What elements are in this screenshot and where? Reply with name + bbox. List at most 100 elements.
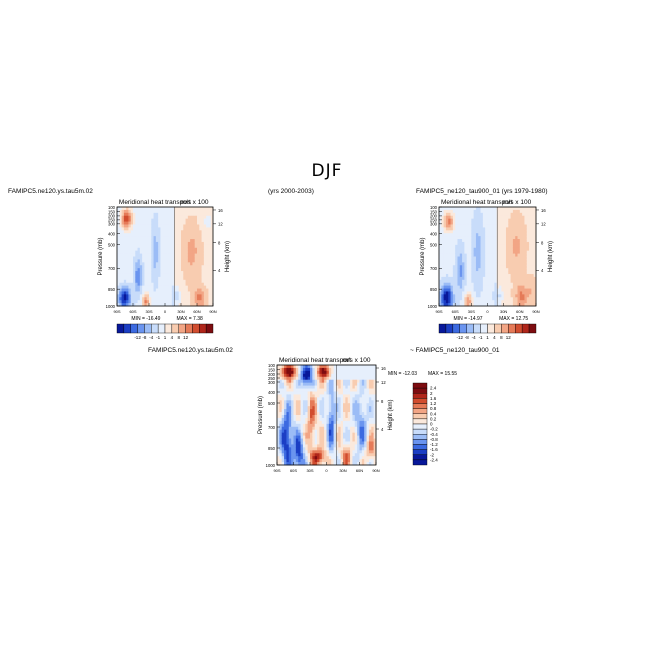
heatmap-cell xyxy=(117,268,120,272)
heatmap-cell xyxy=(194,276,198,281)
heatmap-cell xyxy=(505,227,509,231)
heatmap-cell xyxy=(281,385,285,389)
heatmap-cell xyxy=(475,224,479,228)
heatmap-cell xyxy=(130,259,134,263)
colorbar-swatch xyxy=(412,398,428,404)
heatmap-cell xyxy=(466,297,470,301)
heatmap-cell xyxy=(128,244,132,249)
heatmap-cell xyxy=(123,268,127,272)
heatmap-cell xyxy=(319,426,323,431)
heatmap-cell xyxy=(345,453,349,457)
heatmap-cell xyxy=(448,250,451,254)
heatmap-cell xyxy=(135,218,138,222)
heatmap-cell xyxy=(208,224,212,228)
heatmap-cell xyxy=(364,459,367,463)
heatmap-cell xyxy=(439,273,442,278)
heatmap-cell xyxy=(364,456,367,460)
heatmap-cell xyxy=(171,259,175,263)
heatmap-cell xyxy=(142,215,145,220)
heatmap-cell xyxy=(277,417,280,422)
heatmap-cell xyxy=(489,276,493,281)
heatmap-cell xyxy=(450,221,454,225)
heatmap-cell xyxy=(298,370,301,375)
heatmap-cell xyxy=(501,241,505,246)
heatmap-cell xyxy=(121,294,125,298)
heatmap-cell xyxy=(515,230,518,234)
heatmap-cell xyxy=(359,379,363,384)
heatmap-cell xyxy=(455,285,458,289)
heatmap-cell xyxy=(281,462,285,466)
y-tick-label: 400 xyxy=(108,232,116,237)
heatmap-cell xyxy=(176,244,180,249)
heatmap-cell xyxy=(119,239,122,243)
heatmap-cell xyxy=(139,244,143,249)
heatmap-cell xyxy=(478,250,481,254)
heatmap-cell xyxy=(137,209,141,214)
heatmap-cell xyxy=(475,300,479,304)
heatmap-cell xyxy=(160,253,164,257)
heatmap-cell xyxy=(492,282,495,287)
heatmap-cell xyxy=(531,207,535,211)
heatmap-cell xyxy=(169,262,173,266)
heatmap-cell xyxy=(291,406,294,410)
heatmap-cell xyxy=(206,221,209,225)
heatmap-cell xyxy=(288,435,292,439)
heatmap-cell xyxy=(176,276,180,281)
heatmap-cell xyxy=(199,224,202,228)
heatmap-cell xyxy=(352,388,356,392)
heatmap-cell xyxy=(340,400,344,404)
heatmap-cell xyxy=(187,279,191,284)
heatmap-cell xyxy=(496,291,500,295)
heatmap-cell xyxy=(531,244,535,249)
heatmap-cell xyxy=(328,456,332,460)
colorbar-swatch xyxy=(445,323,454,334)
heatmap-cell xyxy=(286,379,290,384)
heatmap-cell xyxy=(192,262,196,266)
heatmap-cell xyxy=(459,239,463,243)
heatmap-cell xyxy=(462,224,465,228)
heatmap-cell xyxy=(469,215,472,220)
heatmap-cell xyxy=(354,435,358,439)
heatmap-cell xyxy=(144,282,148,287)
heatmap-cell xyxy=(135,268,138,272)
heatmap-cell xyxy=(117,285,120,289)
heatmap-cell xyxy=(373,459,377,463)
heatmap-cell xyxy=(310,379,313,384)
heatmap-cell xyxy=(505,233,509,237)
heatmap-cell xyxy=(281,438,285,442)
heatmap-cell xyxy=(328,365,332,369)
heatmap-cell xyxy=(286,423,290,428)
y-tick-label: 250 xyxy=(430,218,438,223)
heatmap-cell xyxy=(335,409,339,413)
heatmap-cell xyxy=(155,285,159,289)
heatmap-cell xyxy=(201,209,205,214)
heatmap-cell xyxy=(302,447,306,451)
heatmap-cell xyxy=(333,444,337,448)
heatmap-cell xyxy=(135,221,138,225)
heatmap-cell xyxy=(345,444,349,448)
y-tick-label: 400 xyxy=(268,390,276,395)
heatmap-cell xyxy=(475,218,479,222)
heatmap-cell xyxy=(450,250,454,254)
heatmap-cell xyxy=(529,227,532,231)
heatmap-cell xyxy=(480,236,484,240)
heatmap-cell xyxy=(371,432,375,436)
heatmap-cell xyxy=(203,294,207,298)
panel-title: Meridional heat transport xyxy=(441,199,513,206)
heatmap-cell xyxy=(496,279,500,284)
heatmap-cell xyxy=(160,241,164,246)
heatmap-cell xyxy=(167,265,170,269)
heatmap-cell xyxy=(478,297,481,301)
heatmap-cell xyxy=(199,250,202,254)
heatmap-cell xyxy=(478,265,481,269)
heatmap-cell xyxy=(185,253,189,257)
heatmap-cell xyxy=(439,224,442,228)
heatmap-cell xyxy=(319,385,323,389)
heatmap-cell xyxy=(279,459,283,463)
heatmap-cell xyxy=(441,303,445,307)
panel-difference-field xyxy=(277,365,377,466)
heatmap-cell xyxy=(121,256,125,260)
heatmap-cell xyxy=(128,230,132,234)
heatmap-cell xyxy=(478,209,481,214)
heatmap-cell xyxy=(286,415,290,419)
